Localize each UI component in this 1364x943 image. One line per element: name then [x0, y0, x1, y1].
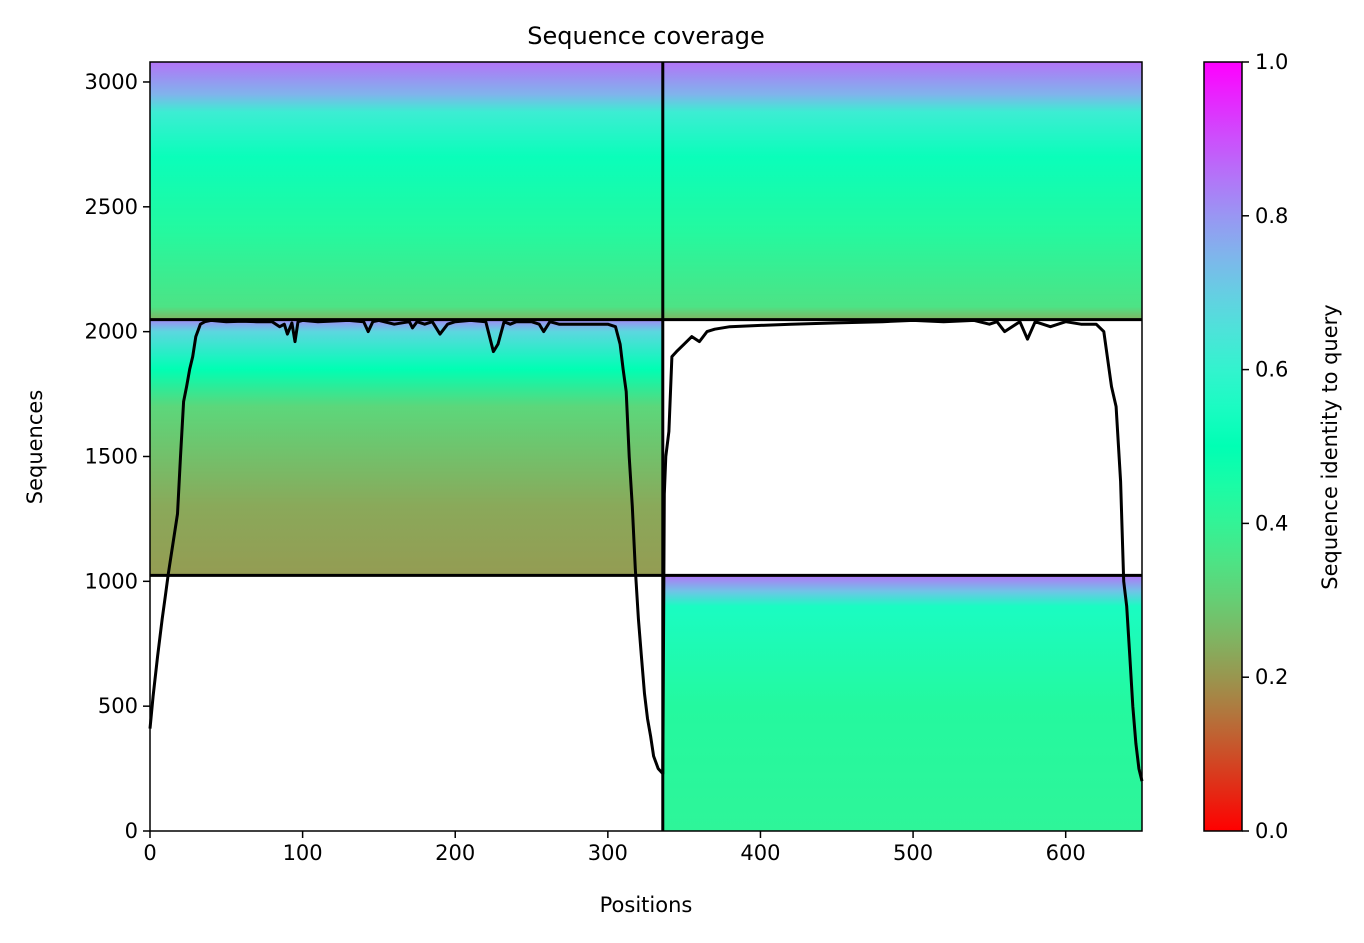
y-axis-label: Sequences [23, 390, 47, 505]
plot-frame [149, 61, 1143, 832]
x-tick-label: 600 [1046, 841, 1086, 865]
x-tick-label: 0 [143, 841, 156, 865]
y-tick-label: 2000 [85, 320, 138, 344]
y-tick-label: 0 [125, 819, 138, 843]
coverage-block-3 [662, 575, 1142, 831]
colorbar-label: Sequence identity to query [1318, 304, 1342, 589]
x-tick-label: 400 [740, 841, 780, 865]
chart-title: Sequence coverage [527, 22, 764, 50]
y-tick-label: 2500 [85, 195, 138, 219]
colorbar: 0.0 0.2 0.4 0.6 0.8 1.0 [1203, 50, 1288, 843]
colorbar-tick-label: 0.4 [1255, 511, 1288, 535]
y-axis: 0 500 1000 1500 2000 2500 3000 [85, 70, 150, 843]
colorbar-tick-label: 0.2 [1255, 665, 1288, 689]
coverage-line [148, 318, 1144, 782]
y-tick-label: 500 [98, 694, 138, 718]
y-tick-label: 3000 [85, 70, 138, 94]
y-tick-label: 1500 [85, 444, 138, 468]
plot-area [148, 61, 1144, 832]
coverage-block-1 [150, 62, 663, 320]
coverage-block-2 [662, 62, 1142, 320]
colorbar-tick-label: 1.0 [1255, 50, 1288, 74]
x-tick-label: 100 [283, 841, 323, 865]
x-tick-label: 300 [588, 841, 628, 865]
colorbar-tick-label: 0.6 [1255, 358, 1288, 382]
x-axis-label: Positions [600, 893, 693, 917]
x-tick-label: 500 [893, 841, 933, 865]
y-tick-label: 1000 [85, 569, 138, 593]
colorbar-gradient [1203, 61, 1243, 832]
x-tick-label: 200 [435, 841, 475, 865]
colorbar-tick-label: 0.0 [1255, 819, 1288, 843]
colorbar-tick-label: 0.8 [1255, 204, 1288, 228]
coverage-block-0 [150, 319, 663, 576]
x-axis: 0 100 200 300 400 500 600 [143, 831, 1086, 865]
